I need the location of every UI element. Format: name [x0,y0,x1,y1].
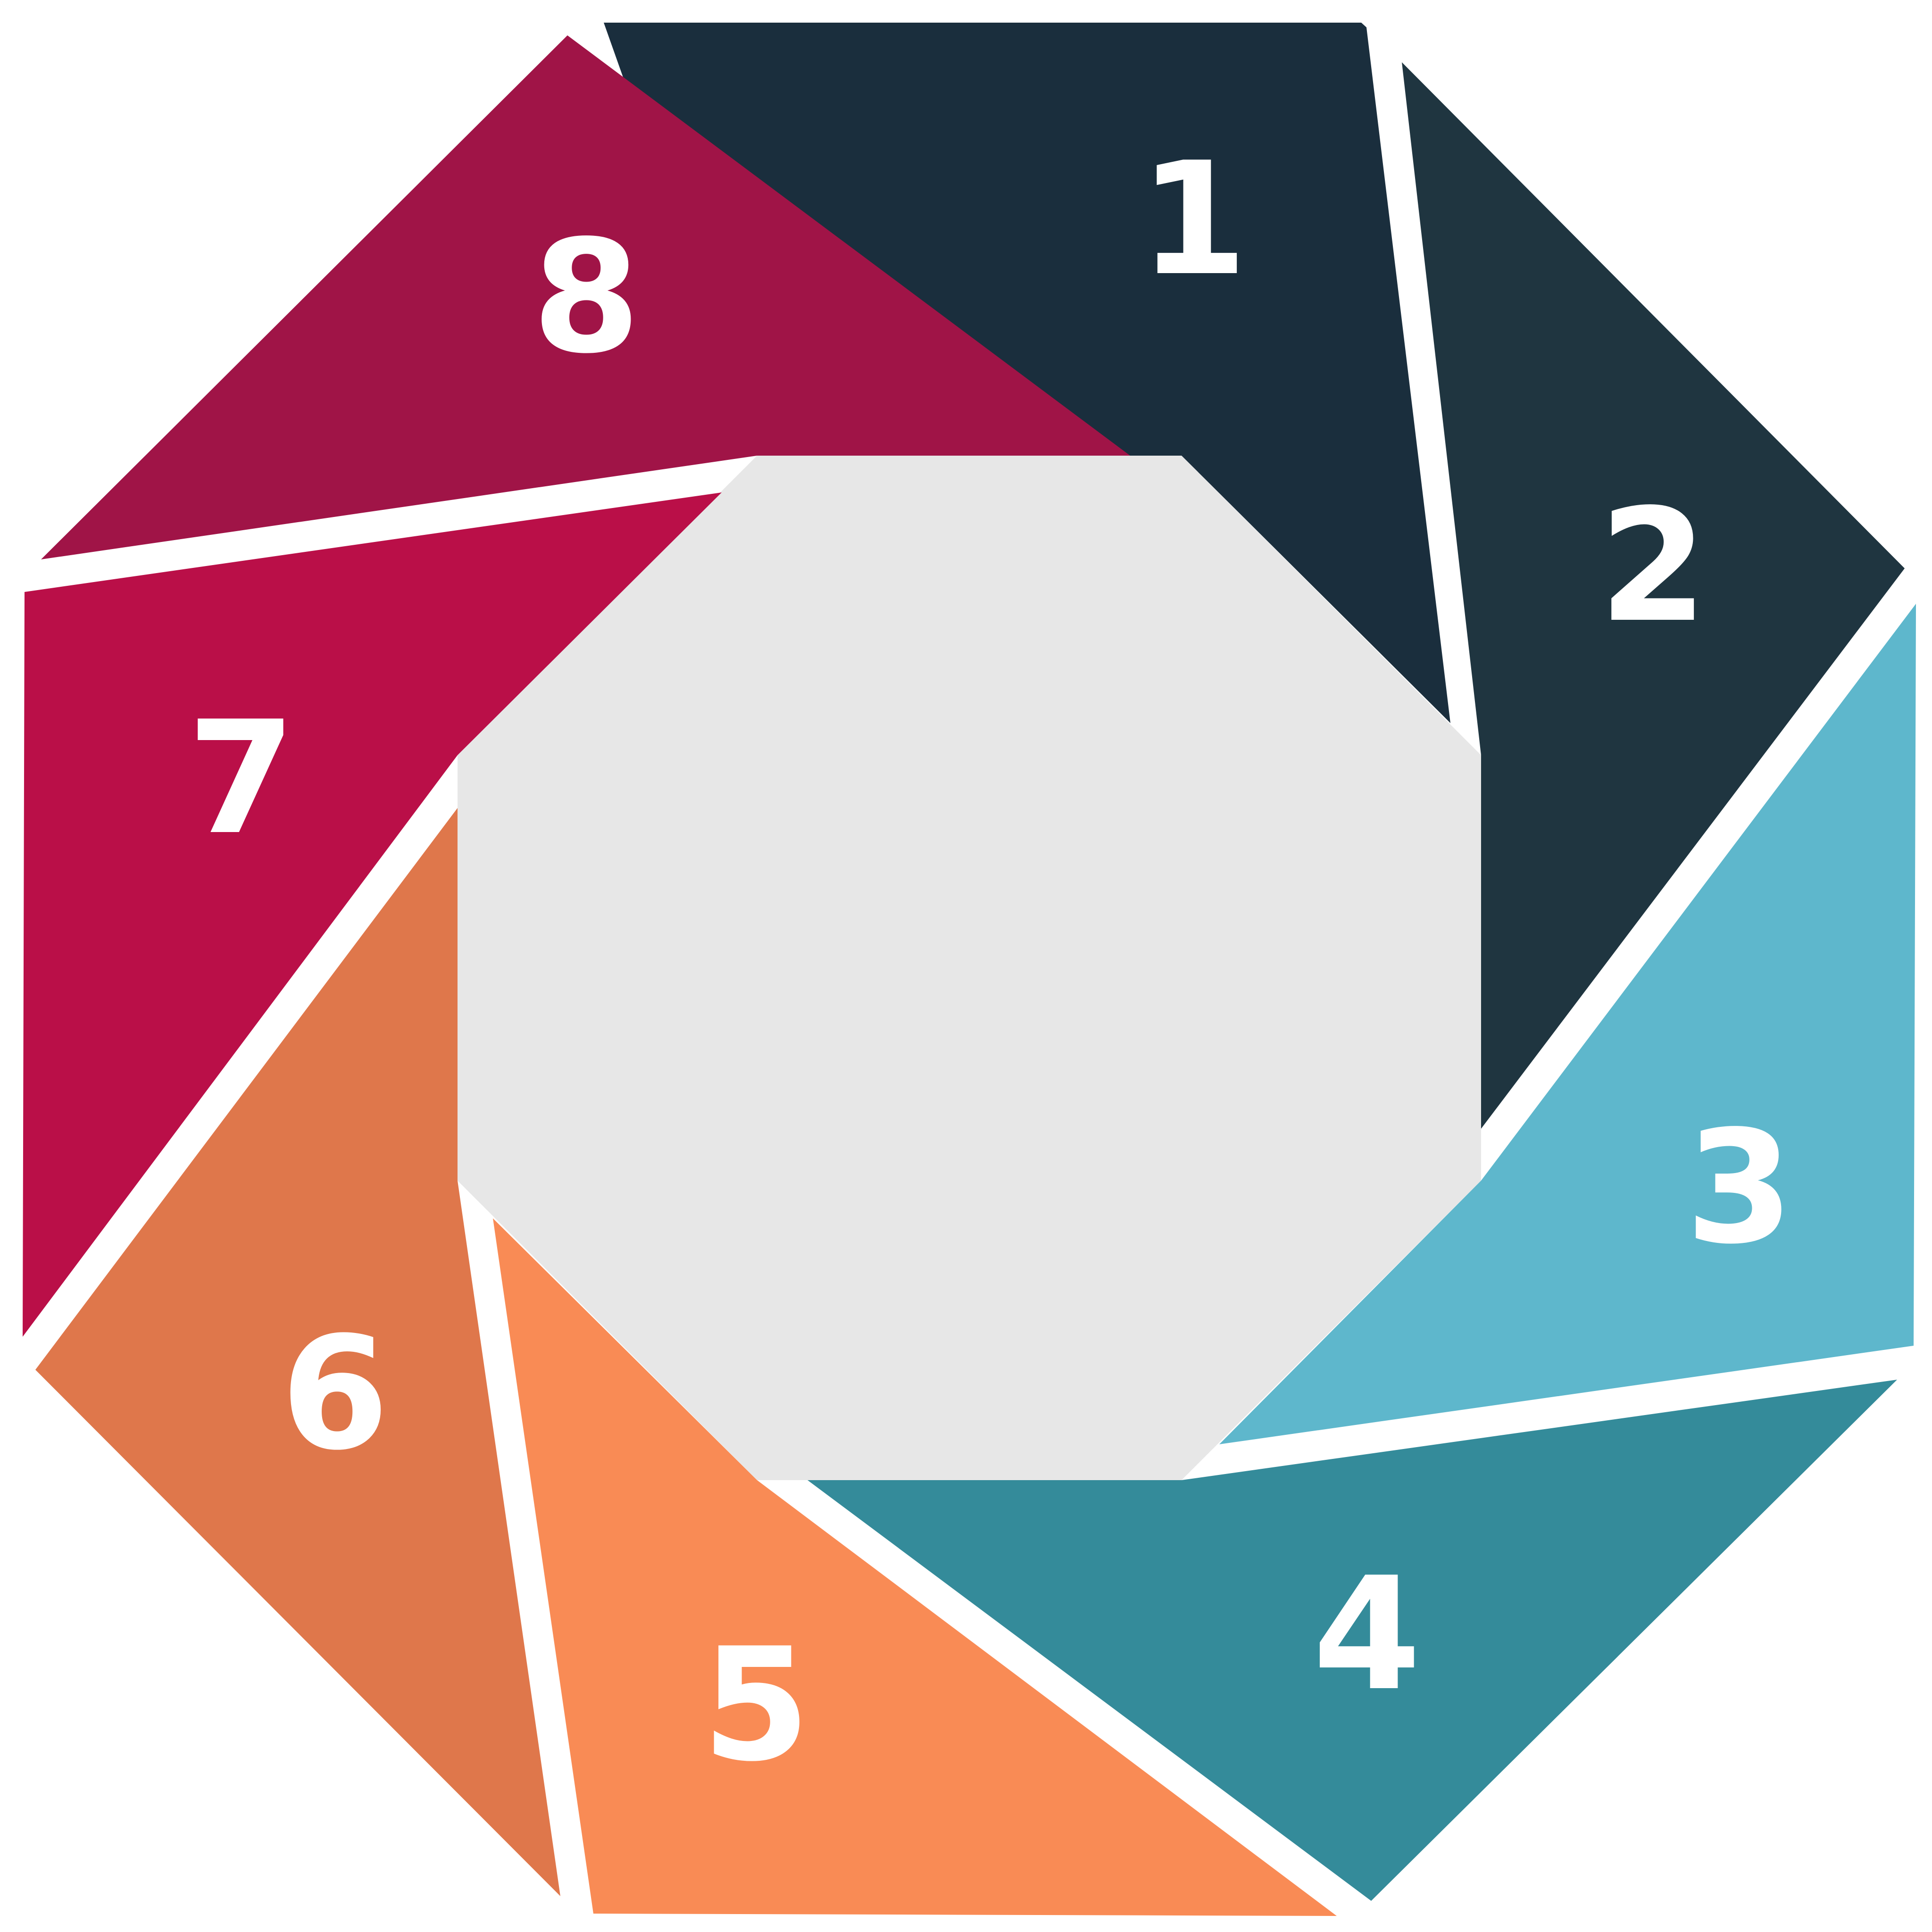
segment-4-number: 4 [1313,1544,1421,1725]
segment-3-number: 3 [1685,1097,1794,1278]
segment-4: 4 [808,1380,1897,1901]
segment-4-shape [808,1380,1897,1901]
segment-1-shape [604,23,1450,723]
segment-8-number: 8 [532,207,641,388]
segment-2-shape [1402,62,1905,1129]
segment-5-shape [493,1218,1337,1916]
center-octagon [458,456,1481,1480]
segment-8-shape [41,35,1130,559]
segment-6-number: 6 [281,1303,389,1484]
segment-5-number: 5 [702,1615,810,1796]
segment-1-number: 1 [1139,129,1248,310]
segment-5: 5 [493,1218,1337,1916]
segment-3-shape [1219,604,1916,1444]
segment-7: 7 [23,492,722,1337]
segment-6: 6 [35,808,560,1896]
segment-1: 1 [604,23,1450,723]
segment-8: 8 [41,35,1130,559]
segment-2-number: 2 [1599,475,1707,657]
segment-7-number: 7 [187,688,296,869]
segment-7-shape [23,492,722,1337]
segment-3: 3 [1219,604,1916,1444]
segment-2: 2 [1402,62,1905,1129]
segment-6-shape [35,808,560,1896]
